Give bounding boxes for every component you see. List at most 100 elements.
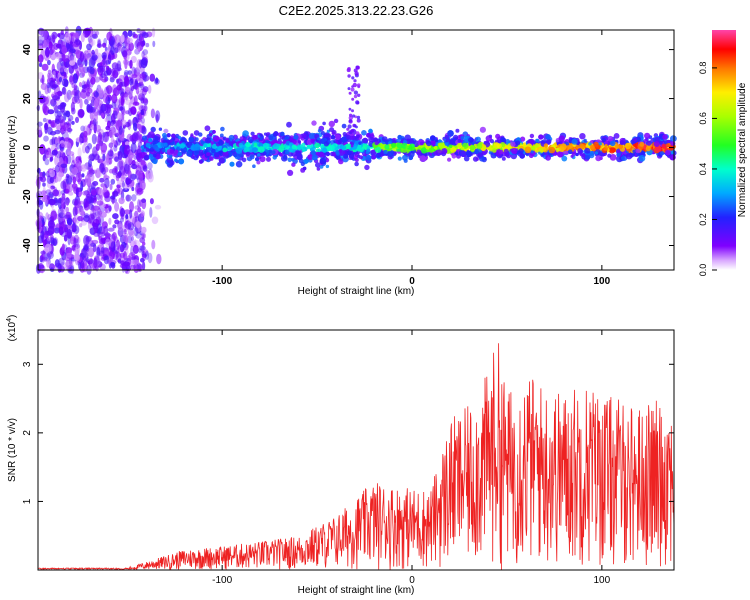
heatmap-point [70,101,75,112]
heatmap-point [110,136,114,145]
heatmap-point [42,250,46,261]
heatmap-point [348,115,353,121]
heatmap-point [304,158,309,164]
heatmap-point [81,173,85,178]
heatmap-point [160,142,166,148]
heatmap-point [60,29,64,36]
heatmap-point [212,135,220,142]
heatmap-point [575,144,580,149]
heatmap-point [366,132,371,138]
heatmap-point [302,166,307,171]
heatmap-point [92,221,96,227]
heatmap-point [166,156,174,164]
y-tick-label: 40 [22,44,33,56]
spectrogram-y-ticks: -40 -20 0 20 40 [22,44,674,253]
heatmap-point [123,232,129,244]
heatmap-point [54,105,59,114]
heatmap-point [102,153,106,161]
heatmap-point [266,156,271,162]
heatmap-point [93,111,98,123]
heatmap-point [218,157,225,164]
heatmap-point [314,142,321,149]
heatmap-point [100,112,105,118]
heatmap-point [66,123,72,130]
heatmap-point [99,177,105,183]
heatmap-point [47,59,51,66]
heatmap-point [530,145,536,152]
heatmap-point [96,106,100,112]
heatmap-point [106,69,112,76]
heatmap-point [36,167,41,174]
heatmap-point [100,246,105,254]
heatmap-point [93,257,98,269]
heatmap-point [65,154,72,165]
heatmap-point [358,155,363,160]
heatmap-point [42,154,46,162]
heatmap-point [217,146,222,151]
heatmap-point [624,142,632,150]
heatmap-point [133,122,138,131]
heatmap-point [69,91,74,96]
heatmap-point [153,159,158,165]
heatmap-point [396,147,401,152]
heatmap-point [64,227,69,237]
heatmap-point [613,133,620,139]
heatmap-point [61,86,66,95]
heatmap-point [84,201,90,208]
heatmap-point [147,162,153,170]
heatmap-point [41,63,49,71]
heatmap-point [262,151,267,156]
heatmap-point [100,231,106,237]
heatmap-point [70,174,75,180]
heatmap-point [141,125,146,131]
heatmap-point [44,158,50,166]
heatmap-point [106,31,113,41]
heatmap-point [130,106,137,115]
heatmap-point [457,143,462,148]
heatmap-point [87,123,92,129]
heatmap-point [272,143,280,150]
heatmap-point [602,138,606,142]
heatmap-point [391,142,397,148]
heatmap-point [63,214,71,219]
heatmap-point [100,142,108,153]
heatmap-point [72,206,78,217]
heatmap-point [69,53,75,62]
heatmap-point [107,227,115,232]
heatmap-point [347,124,352,129]
heatmap-point [465,150,473,158]
heatmap-point [35,218,43,228]
heatmap-point [148,154,155,160]
heatmap-point [54,165,60,173]
heatmap-point [355,100,360,105]
heatmap-point [115,172,122,179]
heatmap-point [64,257,71,262]
heatmap-point [54,155,59,166]
heatmap-point [90,212,97,220]
heatmap-point [291,162,296,167]
heatmap-point [113,87,120,96]
heatmap-point [140,160,146,166]
heatmap-point [518,148,524,154]
heatmap-point [354,161,359,167]
heatmap-point [127,30,133,37]
heatmap-point [79,223,83,228]
heatmap-point [124,141,130,146]
heatmap-point [330,134,336,140]
heatmap-point [383,149,388,155]
heatmap-point [277,145,285,153]
heatmap-point [177,151,183,157]
heatmap-point [182,130,189,136]
heatmap-point [447,157,452,162]
heatmap-point [139,151,146,159]
heatmap-point [65,173,70,179]
heatmap-point [49,157,53,163]
heatmap-point [347,87,351,91]
heatmap-point [96,246,101,258]
spectrogram-frame [37,29,675,271]
colorbar-tick-label: 0.4 [698,163,708,176]
heatmap-point [293,134,299,140]
heatmap-point [671,141,676,146]
heatmap-point [251,134,257,140]
